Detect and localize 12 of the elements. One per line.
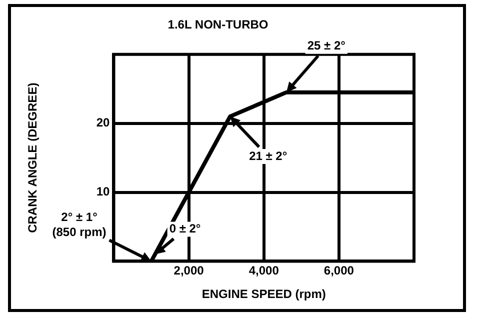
y-tick-label: 10 xyxy=(96,184,110,199)
annotation: 2° ± 1° (850 rpm) xyxy=(52,210,106,240)
annotation: 0 ± 2° xyxy=(169,222,201,236)
y-tick-label: 20 xyxy=(96,116,110,130)
chart-title: 1.6L NON-TURBO xyxy=(168,18,268,32)
x-axis-title: ENGINE SPEED (rpm) xyxy=(202,287,326,302)
x-tick-label: 6,000 xyxy=(324,264,354,278)
x-tick-label: 4,000 xyxy=(248,264,280,278)
annotation: 25 ± 2° xyxy=(307,38,346,53)
y-axis-title: CRANK ANGLE (DEGREE) xyxy=(26,82,40,233)
annotation: 21 ± 2° xyxy=(249,148,288,163)
x-tick-label: 2,000 xyxy=(174,264,204,278)
